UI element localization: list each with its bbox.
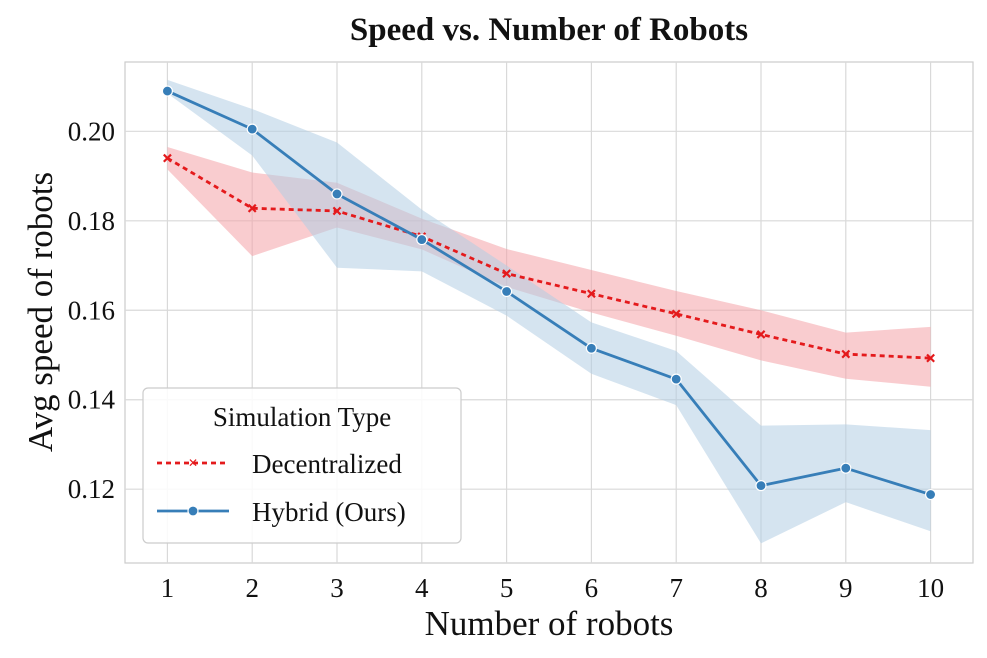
x-tick-label: 9 — [839, 573, 853, 603]
x-tick-label: 10 — [917, 573, 944, 603]
y-tick-label: 0.16 — [68, 295, 115, 325]
decentralized-point-stroke — [587, 289, 596, 299]
decentralized-point-stroke — [332, 206, 342, 216]
decentralized-point — [163, 153, 172, 163]
decentralized-point-stroke — [841, 349, 851, 359]
x-axis-label: Number of robots — [425, 604, 674, 643]
hybrid-ours-point — [501, 285, 513, 298]
y-tick-labels: 0.12 0.14 0.16 0.18 0.20 — [68, 116, 116, 504]
x-tick-label: 6 — [585, 573, 599, 603]
legend-hybrid-label: Hybrid (Ours) — [252, 497, 406, 527]
legend-decentralized-label: Decentralized — [252, 449, 402, 479]
y-tick-label: 0.12 — [68, 474, 115, 504]
y-tick-label: 0.14 — [68, 385, 116, 415]
decentralized-point-stroke — [163, 153, 172, 163]
decentralized-point — [247, 203, 257, 213]
decentralized-point-stroke — [502, 269, 511, 278]
series-markers — [161, 85, 937, 501]
hybrid-ours-point — [755, 480, 767, 492]
decentralized-point — [502, 269, 511, 278]
decentralized-point-stroke — [247, 203, 257, 213]
decentralized-line — [166, 156, 931, 360]
hybrid-ours-point — [331, 188, 343, 200]
hybrid-ours-point — [924, 488, 937, 501]
hybrid-ours-point — [585, 342, 598, 354]
legend-box — [142, 387, 462, 544]
decentralized-point-stroke — [926, 353, 935, 363]
hybrid-ours-point — [161, 85, 173, 97]
x-tick-label: 1 — [161, 573, 175, 603]
legend: Simulation Type ✕ Decentralized Hybrid (… — [142, 387, 462, 544]
x-tick-label: 8 — [754, 573, 768, 603]
legend-title: Simulation Type — [213, 402, 391, 432]
x-tick-label: 7 — [669, 573, 683, 603]
y-tick-label: 0.20 — [68, 116, 115, 146]
x-tick-label: 2 — [245, 573, 259, 603]
x-tick-label: 4 — [415, 573, 429, 603]
legend-hybrid-marker — [187, 505, 199, 517]
y-tick-label: 0.18 — [68, 206, 115, 236]
x-tick-labels: 1 2 3 4 5 6 7 8 9 10 — [161, 573, 944, 603]
hybrid-ours-point — [670, 373, 682, 385]
hybrid-ours-point — [246, 123, 258, 135]
hybrid-ours-point — [840, 462, 852, 474]
y-axis-label: Avg speed of robots — [21, 172, 60, 452]
x-tick-label: 5 — [500, 573, 514, 603]
decentralized-point-stroke — [756, 330, 766, 339]
hybrid-ours-point — [416, 233, 428, 246]
hybrid-ours-line — [166, 89, 932, 496]
hybrid-ours-confidence-band — [167, 79, 931, 544]
decentralized-point — [671, 309, 681, 319]
decentralized-point — [332, 206, 342, 216]
legend-decentralized-marker: ✕ — [188, 456, 198, 470]
decentralized-point — [756, 330, 766, 339]
chart-title: Speed vs. Number of Robots — [350, 12, 748, 48]
decentralized-point — [926, 353, 935, 363]
decentralized-point-stroke — [671, 309, 681, 319]
x-tick-label: 3 — [330, 573, 344, 603]
decentralized-point — [841, 349, 851, 359]
series-lines — [166, 89, 932, 496]
decentralized-point — [587, 289, 596, 299]
